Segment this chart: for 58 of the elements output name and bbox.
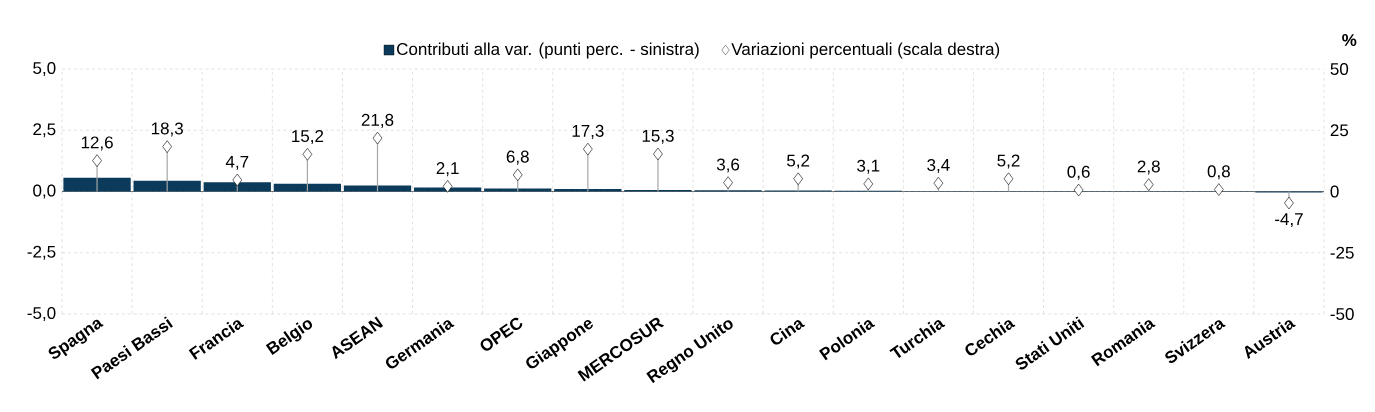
bar — [203, 182, 271, 192]
data-label: 18,3 — [151, 122, 183, 137]
legend-label: Variazioni percentuali (scala destra) — [731, 42, 1000, 59]
y2-tick-label: -25 — [1330, 246, 1354, 259]
point — [92, 154, 102, 167]
bar — [273, 183, 342, 192]
point — [162, 140, 172, 153]
data-label: 6,8 — [506, 150, 529, 165]
bar — [63, 177, 131, 192]
point — [1214, 183, 1224, 196]
y2-axis-title: % — [1342, 34, 1357, 46]
y-tick-label: 5,0 — [33, 61, 56, 77]
bar — [484, 188, 552, 192]
data-label: 17,3 — [572, 124, 604, 139]
point — [583, 142, 593, 156]
point — [1073, 183, 1084, 197]
point — [863, 177, 874, 191]
data-label: 4,7 — [225, 155, 249, 170]
point — [723, 176, 733, 189]
data-label: 15,2 — [292, 130, 324, 145]
y-tick-label: 2,5 — [33, 123, 56, 138]
data-label: -4,7 — [1275, 213, 1303, 228]
data-label: 3,6 — [716, 158, 740, 173]
x-tick-label: Cina — [770, 320, 805, 345]
point — [933, 176, 944, 190]
y-tick-label: 0,0 — [33, 184, 56, 199]
data-label: 12,6 — [81, 136, 113, 151]
point — [1143, 178, 1154, 191]
point — [442, 180, 453, 193]
data-label: 3,1 — [857, 159, 880, 174]
data-label: 5,2 — [997, 154, 1020, 169]
point — [793, 172, 803, 186]
data-label: 0,6 — [1067, 165, 1090, 180]
bar — [133, 180, 201, 192]
bar — [554, 189, 622, 192]
y2-tick-label: 25 — [1330, 124, 1349, 137]
y-tick-label: -5,0 — [27, 306, 56, 322]
point — [512, 168, 523, 182]
data-label: 21,8 — [361, 113, 394, 128]
y2-tick-label: 0 — [1330, 185, 1339, 198]
y2-tick-label: -50 — [1330, 307, 1354, 321]
y-tick-label: -2,5 — [27, 245, 56, 260]
data-label: 15,3 — [642, 129, 674, 144]
data-label: 2,1 — [436, 162, 459, 177]
point — [372, 131, 383, 145]
y2-tick-label: 50 — [1330, 62, 1349, 76]
legend-label: Contributi alla var. (punti perc. - sinistra) — [397, 42, 699, 59]
point — [653, 147, 663, 161]
point — [1003, 172, 1014, 186]
point — [302, 147, 313, 161]
point — [232, 173, 243, 187]
data-label: 3,4 — [927, 158, 950, 173]
data-label: 5,2 — [787, 154, 810, 169]
point — [1284, 196, 1294, 210]
data-label: 0,8 — [1207, 165, 1230, 180]
bar — [343, 185, 412, 192]
bar — [413, 187, 482, 192]
data-label: 2,8 — [1137, 160, 1160, 175]
